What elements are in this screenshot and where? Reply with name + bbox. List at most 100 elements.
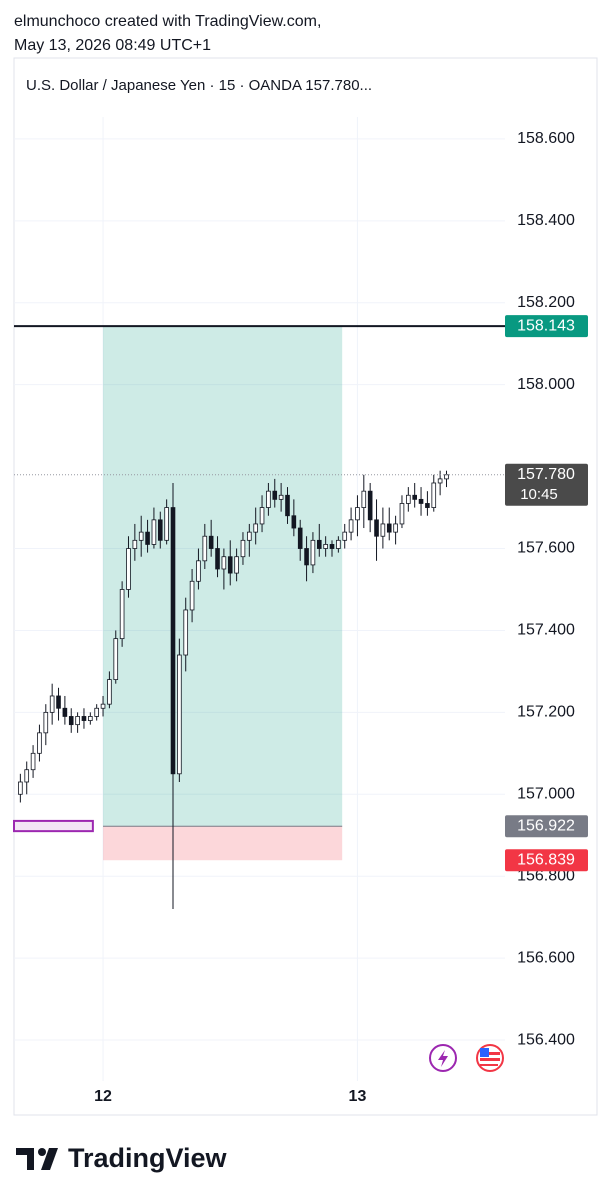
candle-body (221, 556, 227, 570)
candle-body (157, 519, 163, 541)
candle-body (304, 548, 309, 566)
candle-body (418, 498, 424, 504)
brand-logo (16, 1148, 58, 1170)
candle-body (266, 490, 271, 508)
candle-body (94, 707, 99, 717)
candle-body (253, 523, 258, 533)
candle-body (342, 531, 348, 541)
stop-price-label: 156.839 (517, 851, 575, 868)
drawn-rectangle (13, 819, 94, 833)
candle-body (431, 482, 437, 508)
candle-body (310, 539, 316, 566)
candle-body (393, 523, 398, 533)
x-tick-label: 12 (94, 1088, 112, 1105)
candle-body (132, 539, 138, 549)
candle-body (247, 531, 252, 541)
candle-body (88, 716, 93, 721)
candle-body (323, 544, 328, 549)
brand-name: TradingView (68, 1143, 228, 1173)
candle-body (412, 494, 417, 500)
candle-body (215, 548, 220, 570)
candle-body (367, 490, 373, 521)
y-tick-label: 157.200 (517, 704, 575, 721)
header-line: elmunchoco created with TradingView.com, (14, 13, 321, 30)
candle-body (291, 515, 297, 529)
y-tick-label: 158.200 (517, 294, 575, 311)
candle-body (380, 523, 386, 537)
candle-body (170, 507, 176, 775)
candle-body (18, 781, 23, 795)
candle-body (336, 539, 341, 549)
plot: 156.400 156.600 156.800 157.000 157.200 157.4… (13, 117, 588, 1105)
candle-body (272, 490, 278, 500)
y-tick-label: 158.600 (517, 130, 575, 147)
candle-body (348, 519, 354, 533)
profit-zone (103, 326, 343, 827)
candle-body (37, 732, 42, 754)
candle-body (399, 503, 405, 525)
candle-body (126, 548, 131, 590)
candle-body (183, 609, 189, 656)
candle-body (406, 494, 411, 504)
candle-body (374, 519, 379, 537)
candle-body (75, 716, 80, 726)
candle-body (285, 494, 290, 517)
entry-price-box (505, 815, 588, 838)
y-tick-label: 158.000 (517, 376, 575, 393)
candle-body (259, 507, 265, 525)
last-price-box (505, 463, 588, 506)
countdown: 10:45 (520, 486, 558, 503)
candle-body (145, 531, 150, 545)
candle-body (234, 556, 239, 574)
candle-body (138, 531, 144, 541)
candle-body (119, 589, 125, 640)
candle-body (100, 703, 106, 709)
candle-body (81, 716, 87, 721)
candle-body (355, 507, 360, 521)
candle-body (202, 535, 208, 562)
candle-body (240, 539, 246, 558)
candle-body (361, 490, 367, 508)
last-price-label: 157.780 (517, 466, 575, 483)
y-tick-label: 156.400 (517, 1031, 575, 1048)
header-line: May 13, 2026 08:49 UTC+1 (14, 37, 211, 54)
candle-body (189, 580, 195, 611)
candle-body (316, 539, 322, 549)
candle-body (49, 695, 55, 713)
candle-body (164, 507, 169, 541)
candle-body (113, 638, 119, 680)
flag-icon[interactable] (476, 1044, 504, 1072)
candle-body (107, 679, 112, 705)
y-tick-label: 156.600 (517, 949, 575, 966)
target-price-label: 158.143 (517, 317, 575, 334)
y-tick-label: 158.400 (517, 212, 575, 229)
candle-body (177, 654, 182, 775)
candle-body (196, 560, 201, 582)
candle-body (208, 535, 214, 549)
lightning-icon[interactable] (429, 1044, 457, 1072)
candle-body (227, 556, 233, 574)
y-tick-label: 157.000 (517, 785, 575, 802)
candle-body (329, 544, 335, 549)
loss-zone (103, 826, 343, 861)
candle-body (386, 523, 392, 533)
chart-title: U.S. Dollar / Japanese Yen · 15 · OANDA … (26, 77, 372, 94)
candle-body (30, 752, 36, 771)
candle-body (278, 494, 284, 500)
stop-price-box (505, 849, 588, 872)
y-tick-label: 157.600 (517, 540, 575, 557)
y-tick-label: 156.800 (517, 867, 575, 884)
candle-body (297, 527, 303, 549)
candle-body (437, 478, 443, 484)
candle-body (444, 474, 449, 480)
candle-body (62, 707, 68, 717)
x-tick-label: 13 (349, 1088, 367, 1105)
target-price-box (505, 315, 588, 338)
candle-body (43, 711, 49, 734)
entry-price-label: 156.922 (517, 817, 575, 834)
candle-body (151, 519, 157, 545)
candle-body (68, 716, 74, 726)
candle-body (425, 503, 430, 508)
chart-frame (13, 57, 598, 1116)
